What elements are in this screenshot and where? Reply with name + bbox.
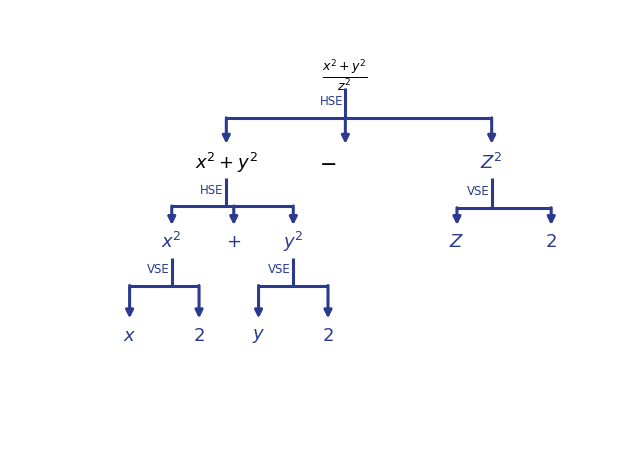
- Text: $2$: $2$: [545, 233, 557, 251]
- Text: $\frac{x^2+y^2}{z^2}$: $\frac{x^2+y^2}{z^2}$: [323, 58, 368, 94]
- Text: $x$: $x$: [123, 327, 136, 345]
- Text: HSE: HSE: [200, 184, 224, 197]
- Text: VSE: VSE: [147, 264, 169, 277]
- Text: HSE: HSE: [319, 95, 343, 108]
- Text: $x^2$: $x^2$: [161, 232, 182, 252]
- Text: $2$: $2$: [193, 327, 205, 345]
- Text: $2$: $2$: [322, 327, 334, 345]
- Text: VSE: VSE: [268, 264, 291, 277]
- Text: $x^2+y^2$: $x^2+y^2$: [195, 151, 258, 175]
- Text: $y$: $y$: [252, 327, 265, 345]
- Text: VSE: VSE: [467, 185, 489, 198]
- Text: $+$: $+$: [226, 233, 241, 251]
- Text: $Z$: $Z$: [449, 233, 465, 251]
- Text: $-$: $-$: [319, 153, 337, 173]
- Text: $Z^2$: $Z^2$: [481, 153, 503, 173]
- Text: $y^2$: $y^2$: [283, 230, 303, 254]
